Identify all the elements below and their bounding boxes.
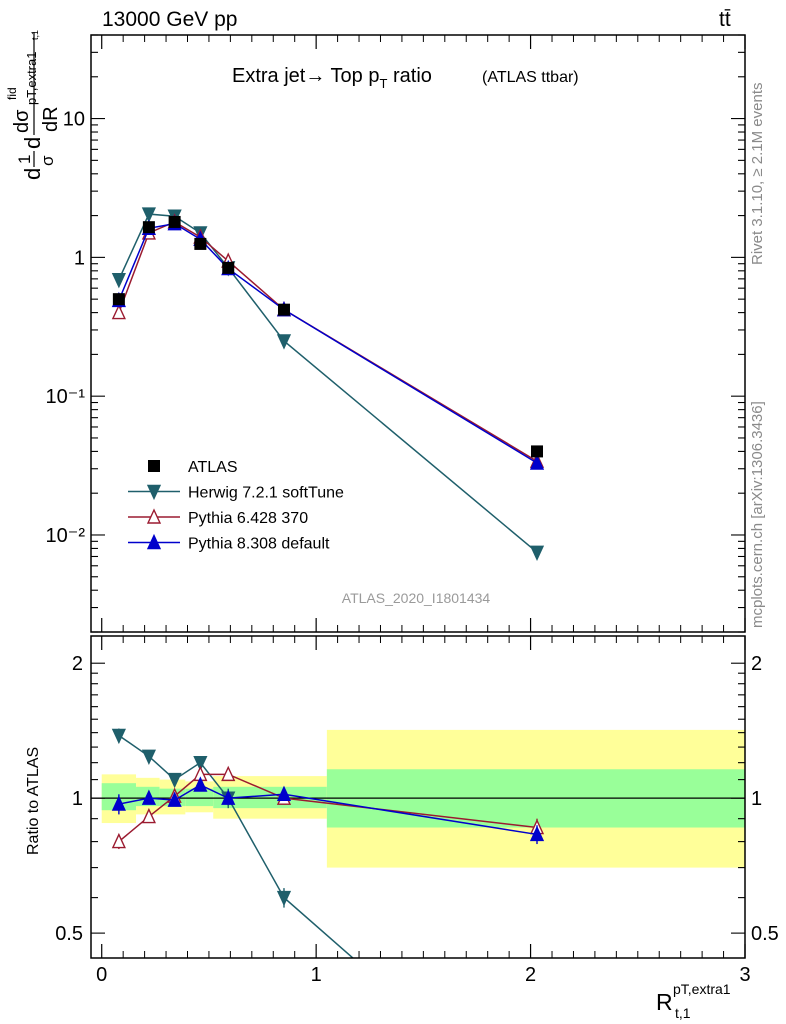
axes: 0 1 2 3 10⁻² 10⁻¹ 1 10 0.5 0.5 1 1 2 2 — [46, 34, 779, 986]
ratio-point-pythia-8-308-default — [221, 789, 236, 805]
ylabel-d1: d — [20, 168, 45, 180]
y-tick-label: 10⁻² — [46, 525, 86, 547]
legend-label-herwig-7-2-1-softtune: Herwig 7.2.1 softTune — [188, 485, 344, 502]
ratio-y-tick-label: 1 — [72, 788, 83, 810]
ylabel-sub: pT,extra1 — [24, 52, 39, 105]
ratio-point-pythia-8-308-default — [141, 789, 156, 805]
xlabel-sup: pT,extra1 — [673, 981, 731, 997]
legend-marker-pythia-8-308-default — [146, 533, 162, 550]
band-inner — [213, 786, 327, 809]
x-tick-label: 0 — [96, 964, 107, 986]
plot-title: Extra jet→ Top pT ratio — [232, 65, 432, 91]
band-inner — [185, 788, 214, 807]
ratio-point-herwig-7-2-1-softtune — [276, 890, 292, 907]
ratio-point-herwig-7-2-1-softtune — [193, 755, 208, 772]
x-tick-label: 2 — [525, 964, 536, 986]
y-tick-label: 1 — [74, 247, 85, 269]
main-point-atlas — [531, 445, 544, 458]
ratio-point-pythia-8-308-default — [276, 785, 292, 802]
main-point-atlas — [277, 303, 290, 316]
plot-title-tail: ratio — [387, 65, 431, 87]
main-frame — [90, 34, 746, 633]
ratio-frame — [90, 635, 746, 959]
main-point-atlas — [142, 221, 155, 234]
ratio-point-pythia-8-308-default — [529, 825, 545, 842]
data-series — [111, 207, 545, 958]
main-point-atlas — [112, 293, 125, 306]
legend: ATLAS Herwig 7.2.1 softTune Pythia 6.428 3… — [128, 459, 344, 553]
y-axis-label-ratio: Ratio to ATLAS — [25, 747, 42, 855]
ylabel-sub2: t,1 — [30, 30, 40, 40]
main-point-atlas — [222, 261, 235, 274]
ratio-point-herwig-7-2-1-softtune — [167, 772, 182, 789]
main-point-pythia-6-428-370 — [111, 303, 126, 320]
header-process: tt̄ — [719, 8, 731, 31]
ratio-point-pythia-8-308-default — [167, 791, 182, 807]
main-line-pythia-8-308-default — [118, 222, 538, 464]
ratio-point-herwig-7-2-1-softtune — [141, 749, 156, 765]
x-tick-label: 1 — [311, 964, 322, 986]
main-point-herwig-7-2-1-softtune — [529, 545, 545, 561]
ratio-y-tick-label-right: 0.5 — [751, 923, 779, 945]
y-tick-label: 10⁻¹ — [46, 386, 86, 408]
ylabel-frac2-num: dσ — [11, 109, 33, 133]
legend-marker-pythia-6-428-370 — [146, 508, 162, 524]
header-energy: 13000 GeV pp — [102, 8, 237, 31]
analysis-watermark: ATLAS_2020_I1801434 — [342, 590, 491, 606]
ylabel-frac1-num: 1 — [15, 155, 34, 164]
plot-title-sub: T — [379, 76, 387, 91]
x-axis-label: R pT,extra1 t,1 — [656, 981, 731, 1021]
rivet-label: Rivet 3.1.10, ≥ 2.1M events — [749, 83, 766, 266]
ratio-y-tick-label-right: 1 — [751, 788, 762, 810]
ylabel-frac1-den: σ — [38, 155, 57, 166]
legend-label-atlas: ATLAS — [188, 459, 238, 476]
main-point-atlas — [194, 237, 207, 250]
mcplots-label: mcplots.cern.ch [arXiv:1306.3436] — [749, 401, 766, 628]
y-axis-label-main: d 1 σ d dσ fid pT,extra1 t,1 dR — [5, 30, 62, 180]
ratio-y-tick-label: 2 — [72, 653, 83, 675]
main-line-herwig-7-2-1-softtune — [118, 213, 538, 553]
main-point-atlas — [168, 215, 181, 228]
ylabel-frac2-den: dR — [40, 106, 62, 132]
plot-title-small: (ATLAS ttbar) — [482, 69, 579, 86]
ratio-y-tick-label-right: 2 — [751, 653, 762, 675]
ratio-y-tick-label: 0.5 — [55, 923, 83, 945]
x-tick-label: 3 — [739, 964, 750, 986]
legend-marker-atlas — [148, 460, 160, 472]
plot-title-main: Extra jet→ Top p — [232, 65, 379, 87]
ratio-point-pythia-6-428-370 — [221, 765, 236, 782]
ratio-point-herwig-7-2-1-softtune — [111, 728, 126, 745]
legend-label-pythia-6-428-370: Pythia 6.428 370 — [188, 510, 308, 527]
main-point-herwig-7-2-1-softtune — [141, 207, 156, 223]
main-point-herwig-7-2-1-softtune — [111, 273, 126, 289]
ylabel-d2: d — [20, 137, 45, 149]
xlabel-main: R — [656, 989, 673, 1015]
legend-marker-herwig-7-2-1-softtune — [146, 484, 162, 501]
main-point-pythia-8-308-default — [529, 454, 545, 470]
legend-label-pythia-8-308-default: Pythia 8.308 default — [188, 536, 330, 553]
main-point-herwig-7-2-1-softtune — [276, 334, 292, 350]
xlabel-sub: t,1 — [675, 1005, 691, 1021]
ratio-point-pythia-6-428-370 — [111, 832, 126, 849]
y-tick-label: 10 — [63, 109, 85, 131]
ratio-point-pythia-6-428-370 — [141, 807, 156, 824]
ylabel-fid: fid — [5, 87, 19, 100]
ratio-point-pythia-8-308-default — [193, 776, 208, 792]
ratio-point-pythia-8-308-default — [111, 795, 126, 811]
